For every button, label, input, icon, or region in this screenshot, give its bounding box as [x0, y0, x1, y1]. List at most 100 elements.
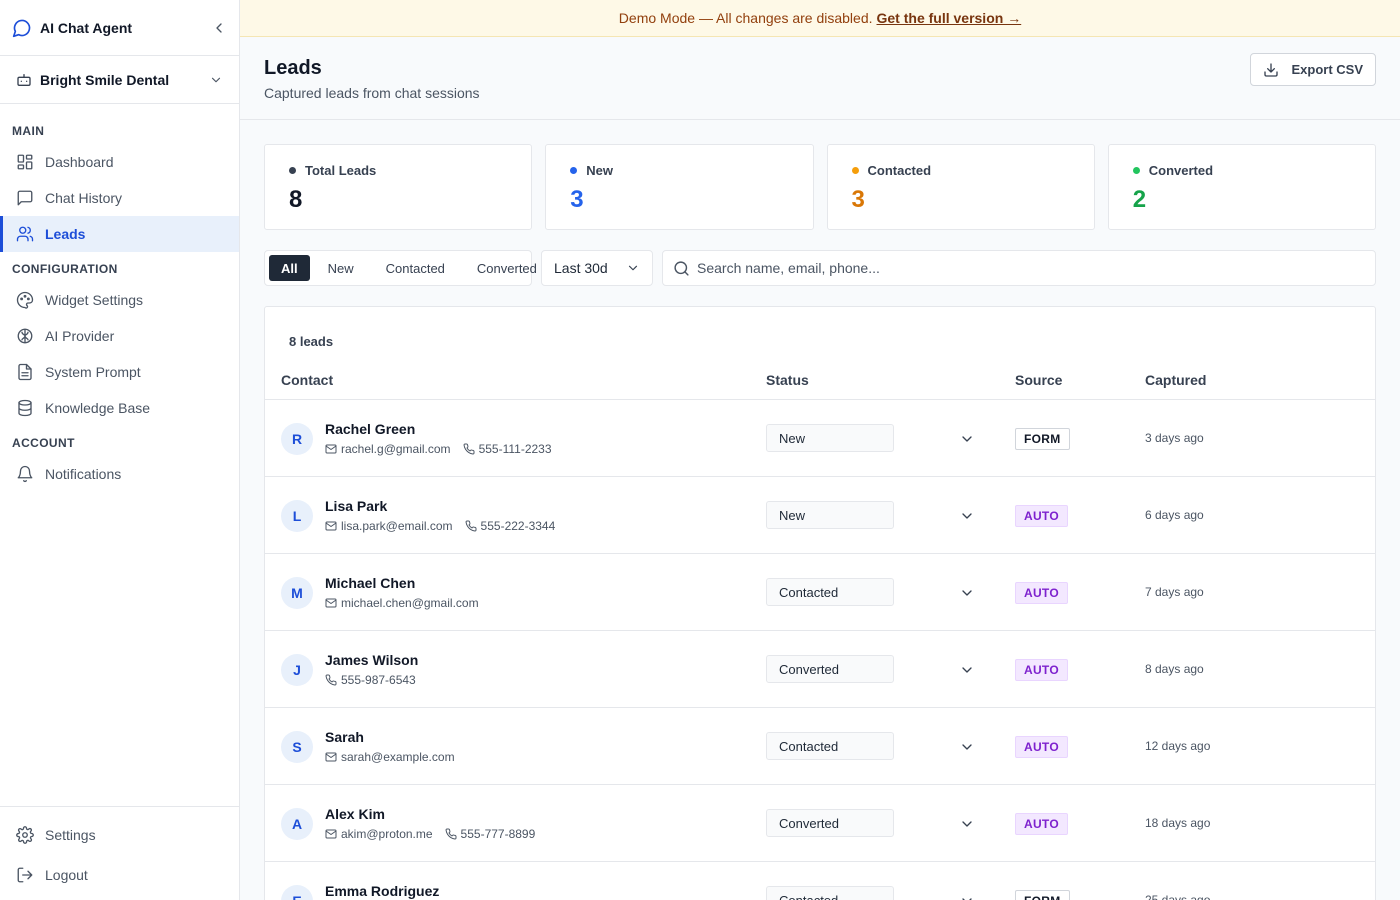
- table-row[interactable]: J James Wilson 555-987-6543 Converted AUTO 8 …: [265, 631, 1375, 708]
- stat-value: 2: [1132, 186, 1147, 213]
- status-select[interactable]: Contacted: [766, 732, 894, 760]
- column-header-contact: Contact: [281, 372, 334, 388]
- source-badge: AUTO: [1015, 736, 1068, 758]
- stat-label: Contacted: [867, 163, 932, 178]
- section-account: ACCOUNT: [12, 436, 75, 450]
- mail-icon: [325, 598, 337, 608]
- date-range-select[interactable]: Last 30d: [541, 250, 653, 286]
- chevron-down-icon[interactable]: [959, 662, 975, 678]
- gear-icon: [16, 826, 34, 844]
- status-filter-tabs: All New Contacted Converted: [264, 250, 537, 286]
- sidebar: AI Chat Agent Bright Smile Dental MAIN D…: [0, 0, 240, 900]
- table-row[interactable]: R Rachel Green rachel.g@gmail.com 555-111-2…: [265, 400, 1375, 477]
- contact-name: Emma Rodriguez: [325, 883, 440, 899]
- chevron-down-icon[interactable]: [959, 739, 975, 755]
- bell-icon: [17, 465, 33, 483]
- page-header: Leads Captured leads from chat sessions …: [240, 37, 1400, 120]
- table-header: Contact Status Source Captured: [265, 365, 1375, 400]
- stat-label: Converted: [1148, 163, 1214, 178]
- search-icon: [674, 260, 689, 276]
- page-subtitle: Captured leads from chat sessions: [264, 85, 480, 101]
- sidebar-item-logout[interactable]: Logout: [0, 855, 239, 895]
- contact-name: Sarah: [325, 729, 364, 745]
- status-dot: [289, 167, 296, 174]
- status-select[interactable]: New: [766, 424, 894, 452]
- contact-email: sarah@example.com: [325, 750, 455, 764]
- contact-email: lisa.park@email.com: [325, 519, 453, 533]
- avatar: S: [281, 731, 313, 763]
- sidebar-item-notifications[interactable]: Notifications: [0, 456, 239, 492]
- table-row[interactable]: A Alex Kim akim@proton.me 555-777-8899 Conve…: [265, 785, 1375, 862]
- table-row[interactable]: S Sarah sarah@example.com Contacted AUTO 12 d…: [265, 708, 1375, 785]
- palette-icon: [16, 291, 34, 309]
- avatar: L: [281, 500, 313, 532]
- sidebar-item-label: Notifications: [45, 466, 122, 482]
- contact-email: akim@proton.me: [325, 827, 433, 841]
- sidebar-item-system-prompt[interactable]: System Prompt: [0, 354, 239, 390]
- search-box: [662, 250, 1376, 286]
- captured-time: 8 days ago: [1145, 662, 1204, 676]
- stat-contacted: Contacted 3: [826, 144, 1095, 230]
- chevron-left-icon[interactable]: [211, 20, 227, 36]
- message-square-icon: [17, 190, 33, 206]
- email-text: rachel.g@gmail.com: [341, 442, 451, 456]
- avatar: M: [281, 577, 313, 609]
- email-text: lisa.park@email.com: [341, 519, 453, 533]
- chevron-down-icon[interactable]: [959, 893, 975, 900]
- contact-meta: michael.chen@gmail.com: [325, 596, 491, 610]
- filter-tab-all[interactable]: All: [269, 255, 310, 281]
- get-full-version-link[interactable]: Get the full version →: [876, 10, 1022, 26]
- phone-icon: [325, 674, 337, 686]
- export-csv-button[interactable]: Export CSV: [1250, 53, 1376, 86]
- dashboard-icon: [17, 154, 33, 170]
- download-icon: [1264, 62, 1279, 77]
- sidebar-item-settings[interactable]: Settings: [0, 815, 239, 855]
- table-row[interactable]: M Michael Chen michael.chen@gmail.com Conta…: [265, 554, 1375, 631]
- sidebar-item-dashboard[interactable]: Dashboard: [0, 144, 239, 180]
- sidebar-item-chat-history[interactable]: Chat History: [0, 180, 239, 216]
- stat-value: 3: [570, 186, 584, 213]
- status-select[interactable]: Contacted: [766, 578, 894, 606]
- status-select[interactable]: Contacted: [766, 886, 894, 900]
- captured-time: 3 days ago: [1145, 431, 1204, 445]
- contact-phone: 555-777-8899: [445, 827, 535, 841]
- stat-new: New 3: [545, 144, 814, 230]
- chevron-down-icon[interactable]: [959, 431, 975, 447]
- sidebar-item-widget-settings[interactable]: Widget Settings: [0, 282, 239, 318]
- chevron-down-icon[interactable]: [959, 508, 975, 524]
- filter-tab-new[interactable]: New: [327, 260, 354, 276]
- filter-tab-contacted[interactable]: Contacted: [385, 260, 445, 276]
- status-select[interactable]: Converted: [766, 809, 894, 837]
- table-row[interactable]: L Lisa Park lisa.park@email.com 555-222-334…: [265, 477, 1375, 554]
- filter-tab-converted[interactable]: Converted: [476, 260, 537, 276]
- stat-value: 8: [289, 186, 303, 213]
- contact-phone: 555-111-2233: [463, 442, 552, 456]
- table-row[interactable]: E Emma Rodriguez Contacted FORM 25 days ago: [265, 862, 1375, 900]
- users-icon: [16, 226, 34, 242]
- stat-label: Total Leads: [305, 163, 377, 178]
- mail-icon: [325, 752, 337, 762]
- source-badge: AUTO: [1015, 813, 1068, 835]
- app-name: AI Chat Agent: [40, 19, 133, 36]
- status-select[interactable]: New: [766, 501, 894, 529]
- section-main: MAIN: [12, 124, 45, 138]
- org-switcher[interactable]: Bright Smile Dental: [0, 56, 239, 104]
- search-input[interactable]: [697, 260, 1365, 276]
- phone-text: 555-987-6543: [341, 673, 416, 687]
- avatar: J: [281, 654, 313, 686]
- sidebar-item-leads[interactable]: Leads: [0, 216, 239, 252]
- chevron-down-icon: [211, 77, 221, 82]
- source-badge: FORM: [1015, 890, 1070, 900]
- bot-icon: [17, 73, 31, 86]
- chevron-down-icon[interactable]: [959, 816, 975, 832]
- sidebar-item-label: Settings: [45, 827, 96, 843]
- email-text: sarah@example.com: [341, 750, 455, 764]
- chevron-down-icon[interactable]: [959, 585, 975, 601]
- chat-bubble-icon: [12, 19, 31, 37]
- sidebar-item-ai-provider[interactable]: AI Provider: [0, 318, 239, 354]
- contact-meta: lisa.park@email.com 555-222-3344: [325, 519, 567, 533]
- status-dot: [570, 167, 578, 174]
- leads-table: 8 leads Contact Status Source Captured R…: [264, 306, 1376, 900]
- status-select[interactable]: Converted: [766, 655, 894, 683]
- sidebar-item-knowledge-base[interactable]: Knowledge Base: [0, 390, 239, 426]
